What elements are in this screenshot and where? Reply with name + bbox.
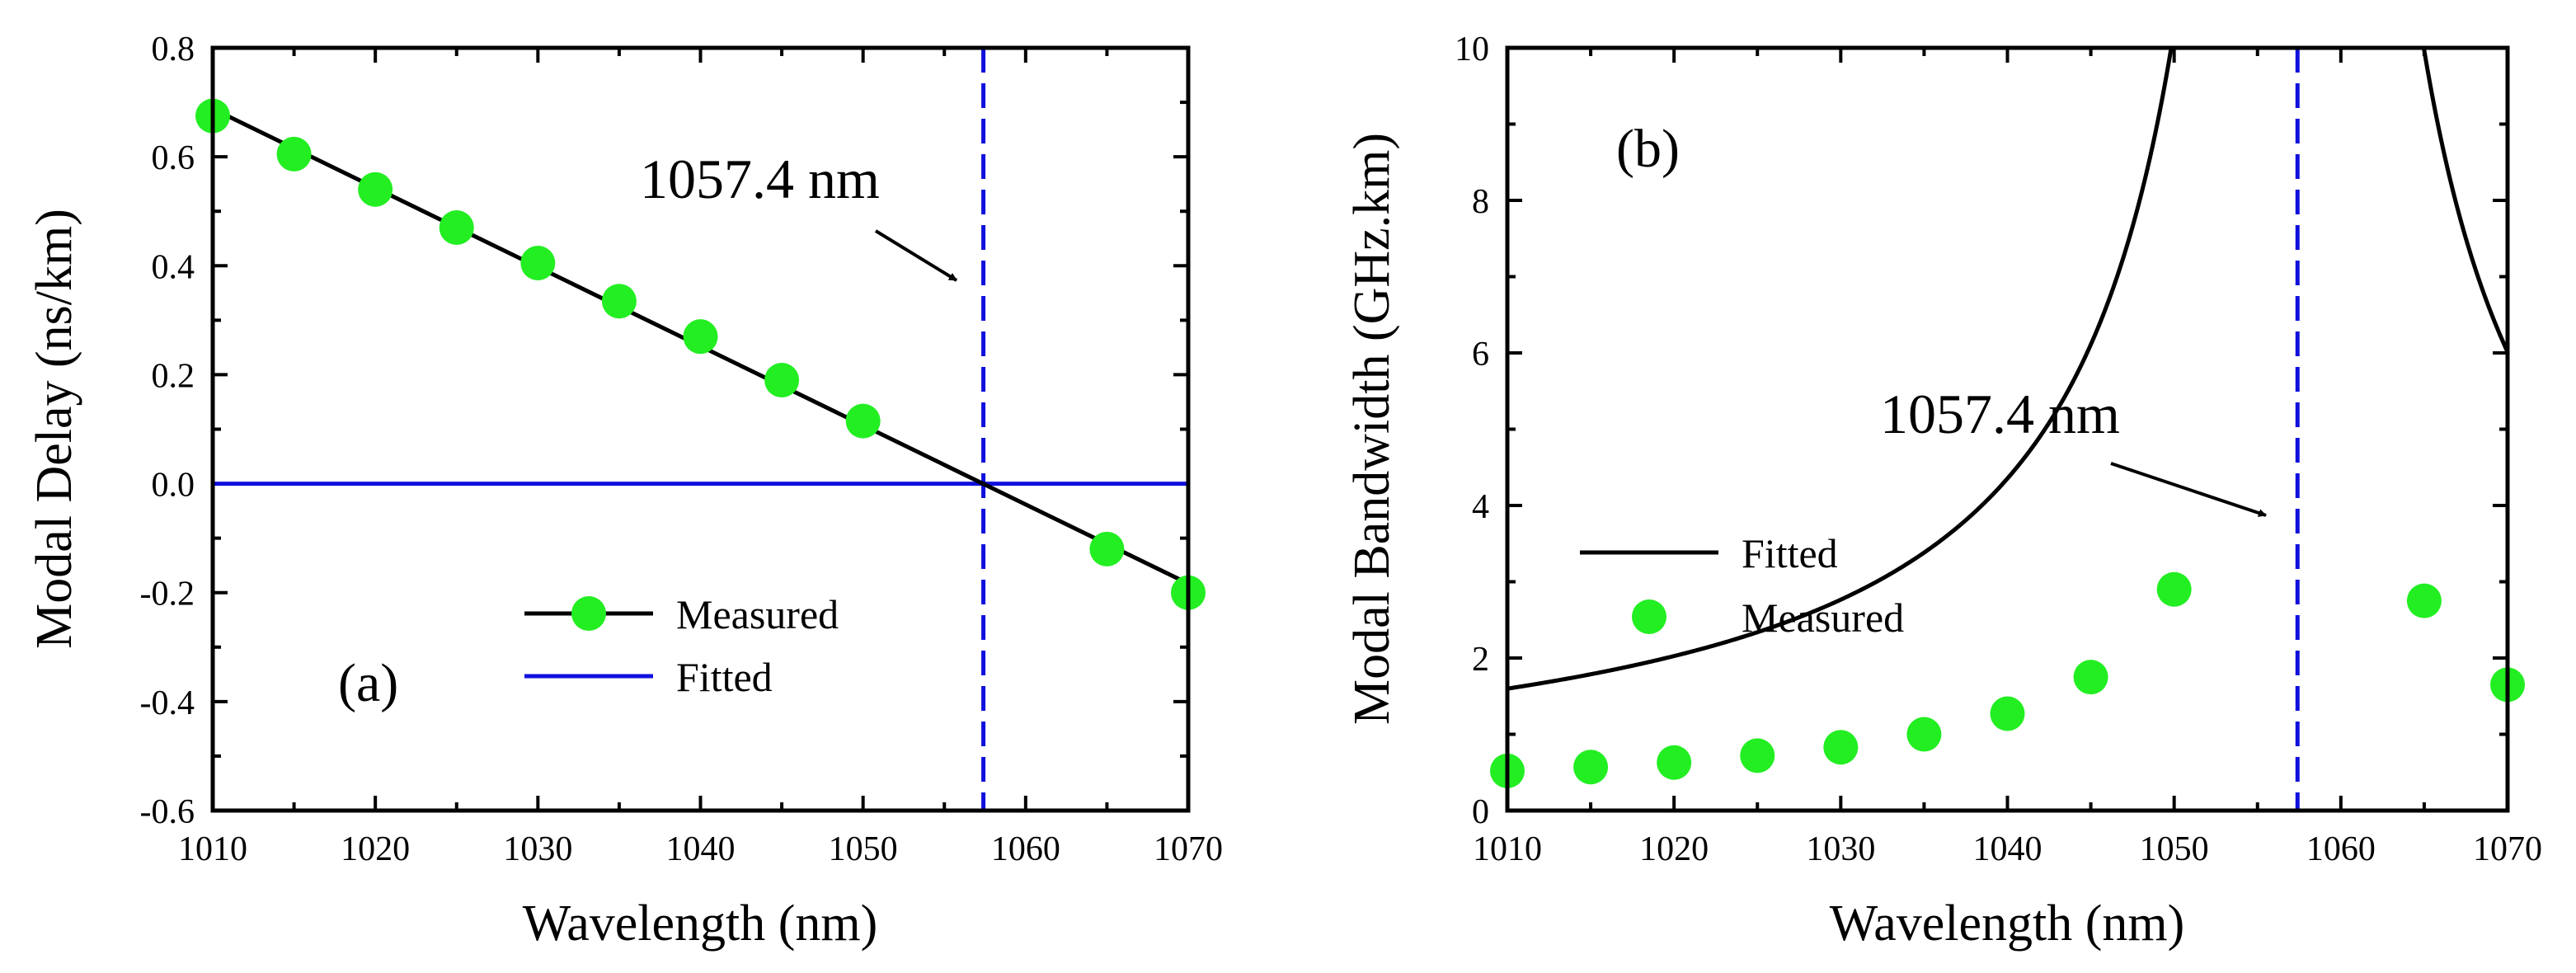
b-x-tick-label: 1030 <box>1806 830 1875 868</box>
a-x-axis-label: Wavelength (nm) <box>523 895 878 952</box>
b-panel-label: (b) <box>1616 119 1680 179</box>
b-x-tick-label: 1060 <box>2306 830 2376 868</box>
a-measured-point <box>845 403 881 439</box>
b-y-axis-label: Modal Bandwidth (GHz.km) <box>1344 133 1400 725</box>
b-annotation-text: 1057.4 nm <box>1880 383 2120 445</box>
b-y-tick-label: 10 <box>1455 31 1489 68</box>
a-x-tick-label: 1070 <box>1154 830 1223 868</box>
b-legend-measured-label: Measured <box>1742 595 1904 641</box>
a-series-measured-points <box>195 98 1206 610</box>
a-x-tick-label: 1060 <box>991 830 1060 868</box>
a-measured-point <box>520 245 556 280</box>
chart-panel-a: 1010 1020 1030 1040 1050 1060 1070 -0.6-0.4-0.… <box>26 31 1223 952</box>
b-x-tick-label: 1040 <box>1973 830 2042 868</box>
b-legend-measured-marker <box>1632 599 1666 634</box>
b-x-tick-label: 1050 <box>2140 830 2209 868</box>
b-measured-point <box>1990 696 2025 731</box>
a-y-tick-label: 0.0 <box>152 467 195 505</box>
b-y-tick-label: 8 <box>1472 183 1489 221</box>
a-legend: Measured Fitted <box>524 591 839 700</box>
a-y-tick-label: 0.2 <box>152 357 195 395</box>
b-legend: Fitted Measured <box>1580 530 1904 641</box>
a-measured-point <box>764 363 800 398</box>
chart-panel-b: 1010 1020 1030 1040 1050 1060 1070 0 2 4 6 8 10 105… <box>1344 31 2542 952</box>
a-y-tick-label: 0.6 <box>152 139 195 177</box>
b-y-tick-label: 0 <box>1472 793 1489 831</box>
b-series-measured-points <box>1490 571 2525 788</box>
b-x-tick-labels: 1010 1020 1030 1040 1050 1060 1070 <box>1473 830 2542 868</box>
a-legend-measured-label: Measured <box>676 591 839 637</box>
a-y-tick-labels: -0.6 -0.4 -0.2 0.0 0.2 0.4 0.6 0.8 <box>140 31 195 831</box>
a-plot-frame <box>210 45 1191 813</box>
a-measured-point <box>276 136 312 172</box>
b-measured-point <box>2406 583 2442 618</box>
b-x-axis-label: Wavelength (nm) <box>1830 895 2185 952</box>
b-measured-point <box>1823 730 1859 765</box>
b-measured-point <box>2156 571 2192 607</box>
b-y-tick-label: 4 <box>1472 488 1489 526</box>
b-y-tick-label: 2 <box>1472 641 1489 679</box>
a-y-tick-label: -0.4 <box>140 684 195 722</box>
b-measured-point <box>1906 717 1942 752</box>
b-legend-fitted-label: Fitted <box>1742 530 1838 576</box>
b-x-tick-label: 1020 <box>1639 830 1709 868</box>
a-panel-label: (a) <box>338 653 398 713</box>
b-measured-point <box>1740 738 1775 773</box>
a-annotation-arrow <box>874 229 958 282</box>
a-measured-point <box>358 172 393 207</box>
a-y-tick-label: 0.4 <box>152 248 195 286</box>
b-series-fitted-curve-left <box>1507 47 2174 691</box>
b-plot-frame <box>1505 45 2510 813</box>
a-measured-point <box>683 319 718 355</box>
a-y-tick-label: 0.8 <box>152 31 195 68</box>
a-x-tick-label: 1030 <box>503 830 572 868</box>
b-y-tick-labels: 0 2 4 6 8 10 <box>1455 31 1489 831</box>
a-y-tick-label: -0.6 <box>140 793 195 831</box>
a-x-tick-label: 1020 <box>341 830 410 868</box>
a-measured-point <box>601 284 637 319</box>
a-annotation-text: 1057.4 nm <box>640 148 880 210</box>
b-measured-point <box>1573 750 1609 785</box>
a-x-tick-labels: 1010 1020 1030 1040 1050 1060 1070 <box>178 830 1223 868</box>
b-annotation-arrow <box>2110 462 2267 517</box>
a-y-tick-label: -0.2 <box>140 576 195 613</box>
a-measured-point <box>1089 531 1125 566</box>
a-y-axis-label: Modal Delay (ns/km) <box>26 209 82 649</box>
a-x-tick-label: 1040 <box>666 830 736 868</box>
b-x-tick-label: 1070 <box>2473 830 2542 868</box>
b-measured-point <box>1657 745 1692 780</box>
a-x-tick-label: 1010 <box>178 830 247 868</box>
a-measured-point <box>439 210 474 246</box>
a-legend-fitted-label: Fitted <box>676 654 773 700</box>
b-series-fitted-curve-right <box>2421 47 2509 352</box>
a-legend-measured-marker <box>571 596 606 631</box>
b-y-tick-label: 6 <box>1472 336 1489 374</box>
b-measured-point <box>2073 660 2108 695</box>
a-x-tick-label: 1050 <box>829 830 898 868</box>
b-x-tick-label: 1010 <box>1473 830 1542 868</box>
